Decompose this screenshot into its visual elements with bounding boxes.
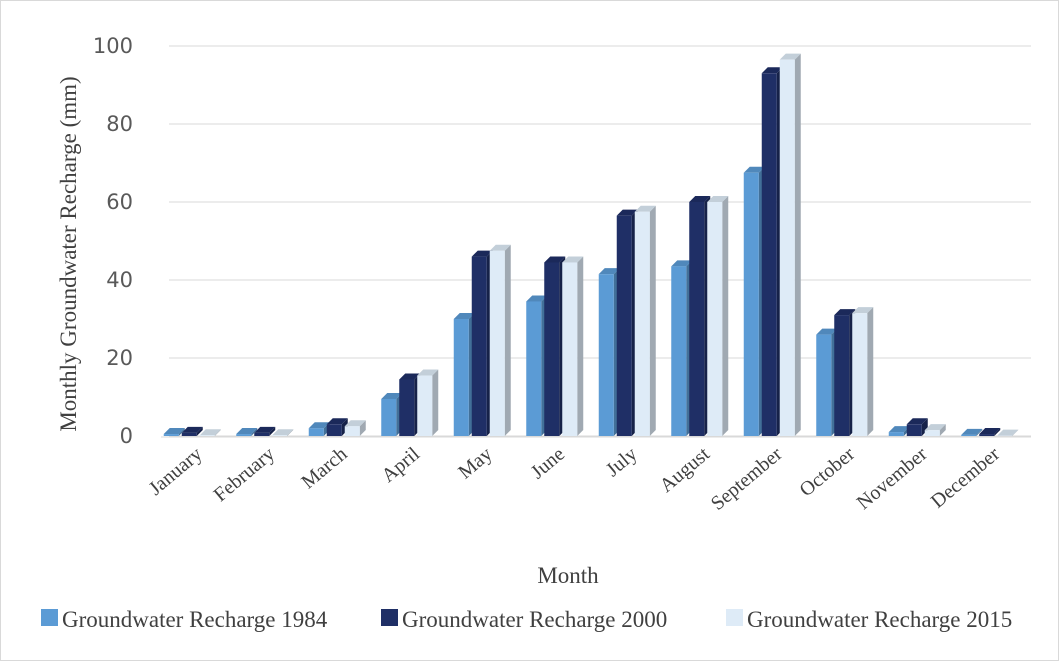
x-tick-label: August [656, 443, 715, 497]
legend-label: Groundwater Recharge 1984 [62, 607, 328, 632]
y-tick-label: 80 [106, 112, 133, 136]
legend-item: Groundwater Recharge 2015 [726, 607, 1012, 632]
gridlines [161, 45, 1031, 438]
legend: Groundwater Recharge 1984 Groundwater Rec… [41, 607, 1012, 632]
x-tick-label: March [297, 443, 351, 493]
y-tick-label: 20 [106, 346, 133, 370]
bar [526, 295, 548, 436]
bar [834, 309, 856, 436]
bar [471, 250, 493, 436]
y-axis-title: Monthly Groundwater Recharge (mm) [56, 76, 81, 431]
bar [924, 424, 946, 436]
legend-swatch [41, 609, 58, 626]
bar [598, 268, 620, 436]
bar [979, 428, 1001, 436]
y-axis-ticks: 0 20 40 60 80 100 [93, 34, 133, 448]
x-axis-title: Month [537, 563, 599, 588]
y-tick-label: 40 [106, 268, 133, 292]
bar [743, 166, 765, 436]
bar [961, 428, 983, 436]
legend-label: Groundwater Recharge 2015 [747, 607, 1012, 632]
bar [163, 428, 185, 436]
y-tick-label: 100 [93, 34, 133, 58]
x-tick-label: September [707, 443, 787, 515]
bar [816, 328, 838, 436]
bar [272, 429, 294, 436]
y-tick-label: 60 [106, 190, 133, 214]
bar [906, 418, 928, 436]
bar [344, 420, 366, 436]
x-tick-label: October [795, 443, 859, 501]
x-tick-label: May [454, 443, 496, 483]
legend-item: Groundwater Recharge 2000 [381, 607, 667, 632]
bar [254, 426, 276, 436]
x-tick-label: January [145, 443, 207, 500]
x-tick-label: December [927, 443, 1004, 513]
bar [381, 392, 403, 436]
bar [761, 67, 783, 437]
bar [997, 429, 1019, 437]
bar [181, 426, 203, 436]
bar [852, 307, 874, 436]
bar [671, 260, 693, 436]
bar [236, 428, 258, 436]
x-tick-label: July [602, 443, 642, 481]
bar [199, 429, 221, 436]
bar [326, 418, 348, 436]
bar [562, 256, 584, 436]
bar [544, 256, 566, 436]
bar [888, 426, 910, 436]
bar [417, 369, 439, 436]
bars [163, 53, 1019, 437]
legend-swatch [726, 609, 743, 626]
bar [616, 209, 638, 436]
bar [489, 244, 511, 436]
x-tick-label: February [210, 443, 279, 506]
legend-item: Groundwater Recharge 1984 [41, 607, 328, 632]
bar [634, 205, 656, 436]
bar [689, 196, 711, 436]
x-axis-ticks: January February March April May June July Augu… [145, 443, 1005, 515]
bar [779, 53, 801, 437]
bar [453, 313, 475, 436]
x-tick-label: April [377, 443, 424, 487]
y-tick-label: 0 [120, 424, 133, 448]
legend-label: Groundwater Recharge 2000 [402, 607, 667, 632]
x-tick-label: June [527, 443, 569, 483]
x-tick-label: November [853, 443, 932, 514]
legend-swatch [381, 609, 398, 626]
bar [308, 422, 330, 436]
bar [707, 196, 729, 436]
bar [399, 373, 421, 436]
